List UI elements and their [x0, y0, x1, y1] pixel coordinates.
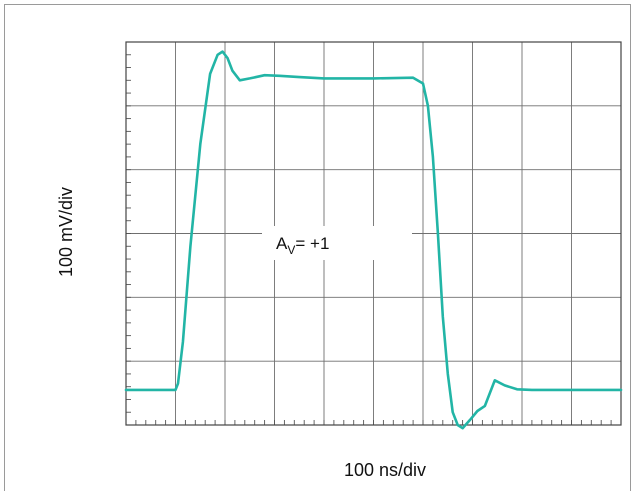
gain-annotation-main: A: [276, 234, 288, 253]
gain-annotation: AV= +1: [276, 234, 329, 257]
annotation-background: [262, 226, 412, 260]
x-axis-label: 100 ns/div: [344, 460, 426, 480]
chart-frame: [4, 4, 631, 491]
gain-annotation-subscript: V: [287, 243, 295, 257]
y-axis-label: 100 mV/div: [56, 187, 76, 277]
waveform-trace: [124, 50, 623, 430]
minor-ticks: [125, 41, 622, 426]
gain-annotation-suffix: = +1: [295, 234, 329, 253]
plot-border: [125, 41, 622, 426]
